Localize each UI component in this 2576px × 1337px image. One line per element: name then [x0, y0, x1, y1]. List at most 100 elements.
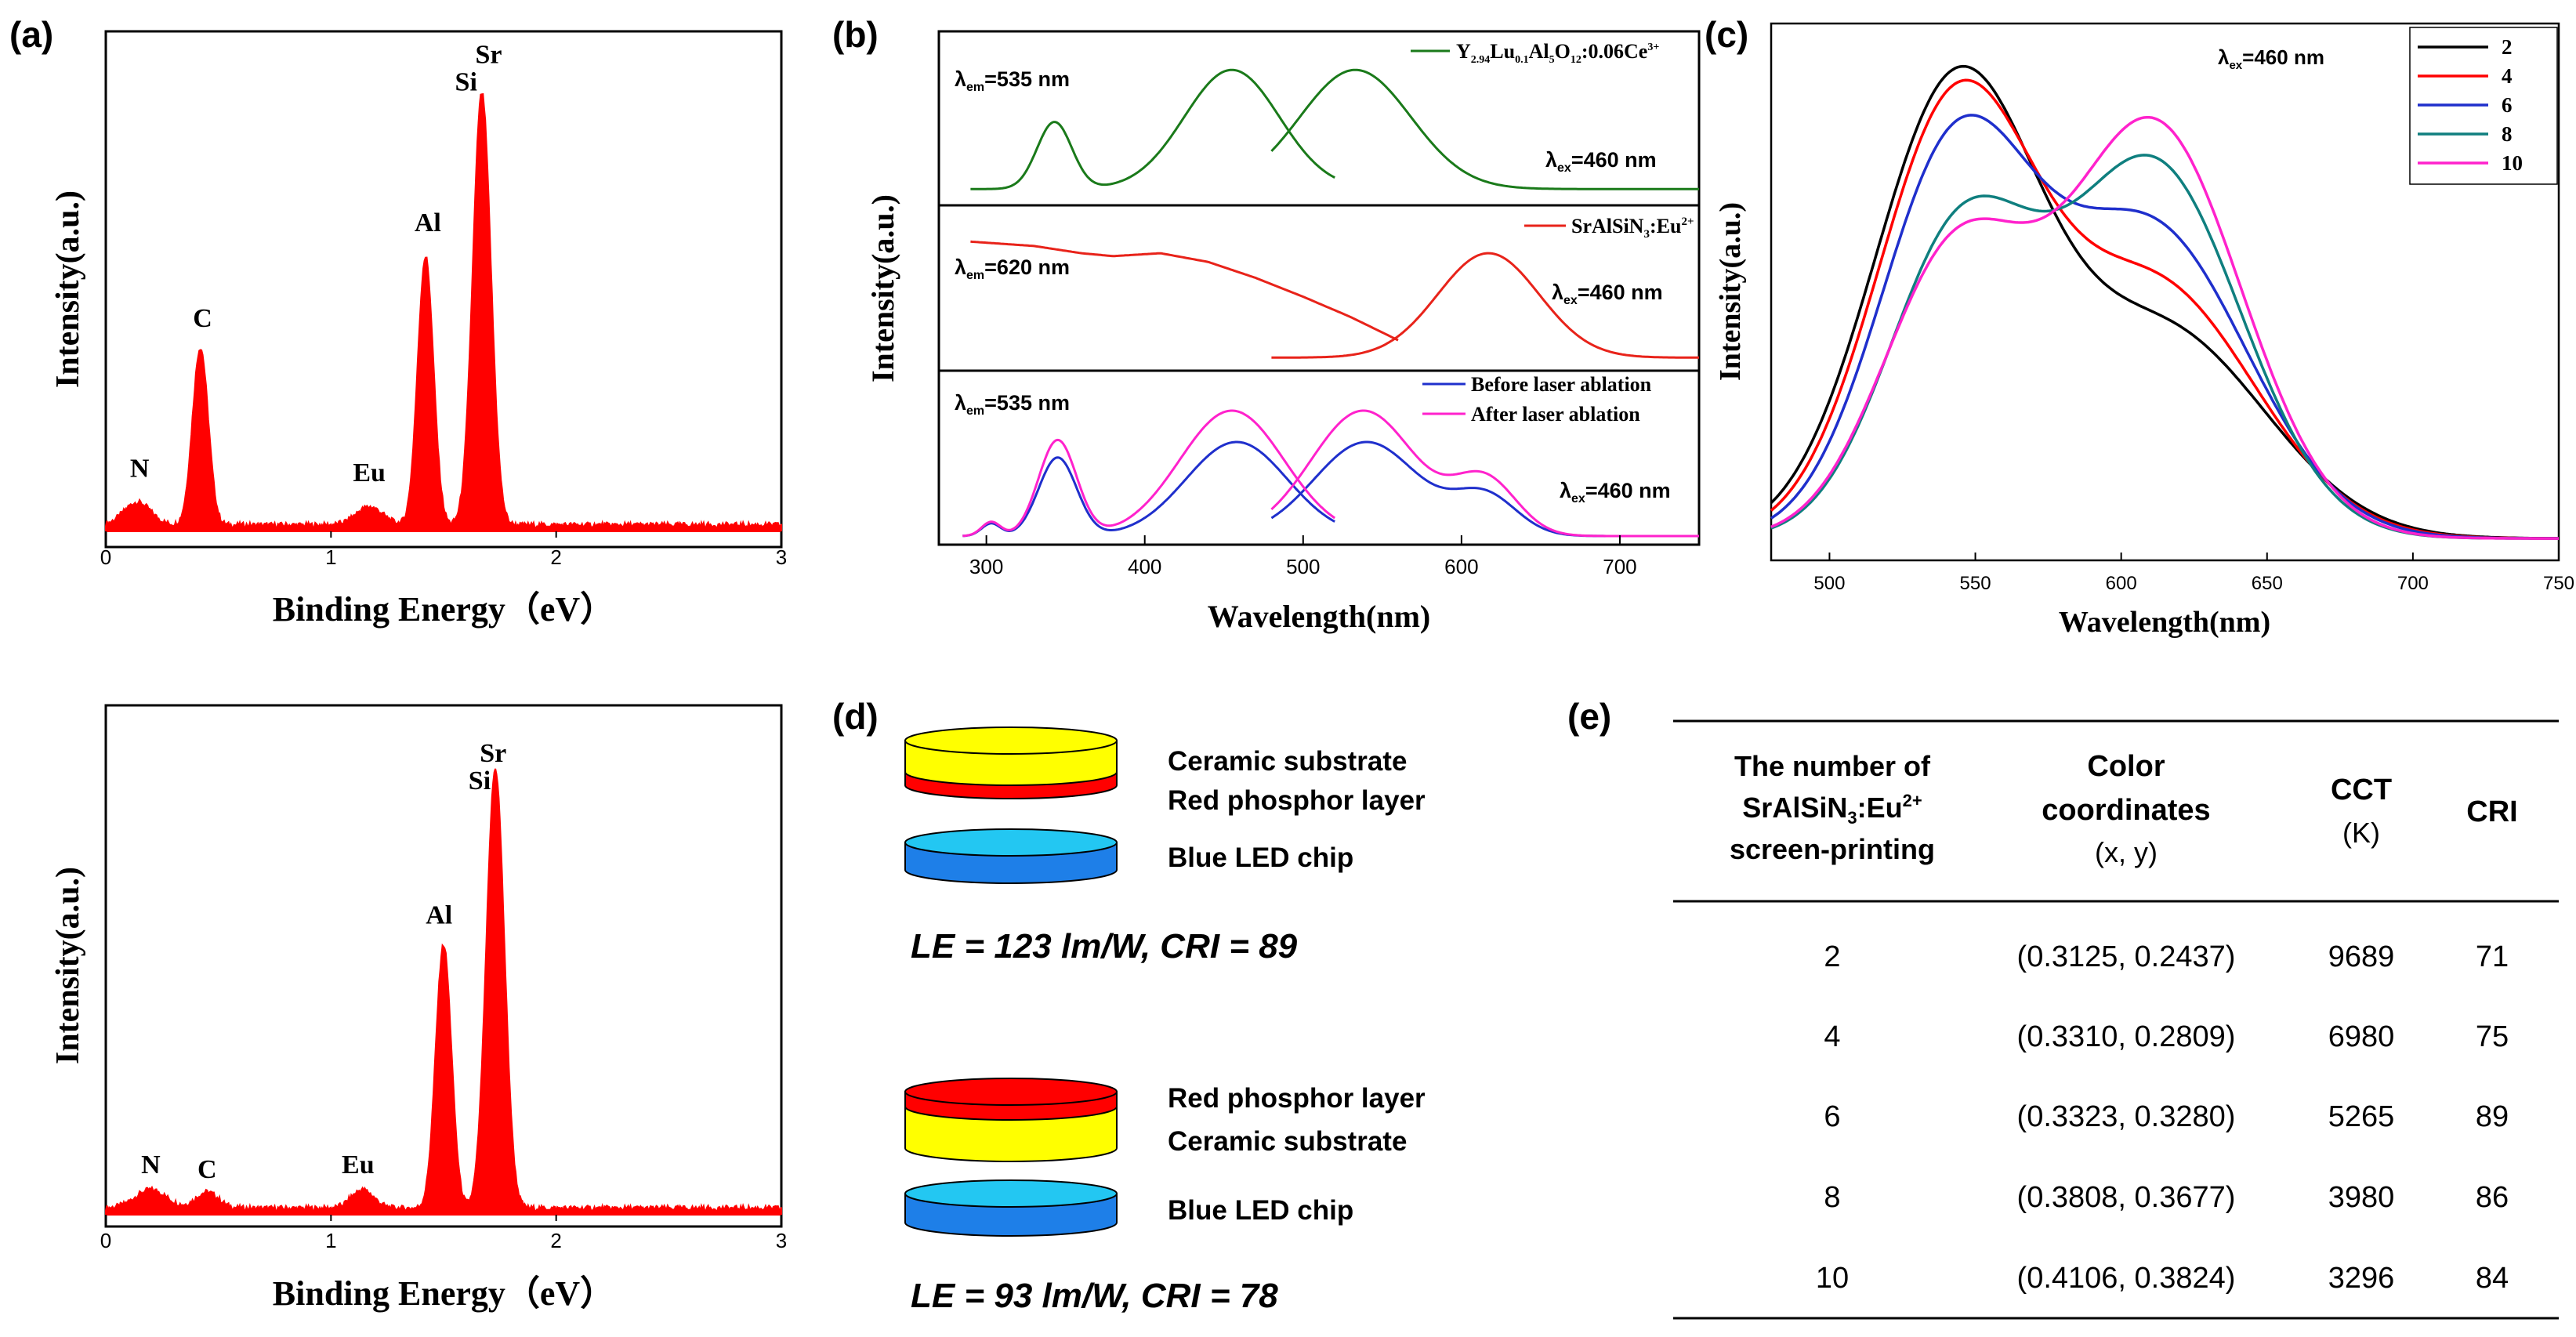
x-tick-label: 1	[325, 545, 336, 569]
x-tick-label: 400	[1128, 555, 1161, 578]
header-count-line2: SrAlSiN3:Eu2+	[1742, 791, 1922, 828]
label-em-620: λem=620 nm	[955, 255, 1070, 282]
x-tick-label: 700	[2397, 573, 2429, 594]
performance-result: LE = 93 lm/W, CRI = 78	[911, 1277, 1278, 1315]
peak-label: Sr	[475, 41, 502, 70]
cell-cct: 3980	[2328, 1181, 2395, 1214]
x-axis-label: Wavelength(nm)	[1208, 599, 1430, 634]
header-coord-line3: (x, y)	[2095, 836, 2158, 868]
x-tick-label: 700	[1603, 555, 1636, 578]
table-row: 4 (0.3310, 0.2809) 6980 75	[1824, 1020, 2509, 1053]
plot-frame	[937, 30, 1701, 546]
legend-after-ablation: After laser ablation	[1471, 403, 1640, 426]
x-tick-label: 0	[100, 545, 111, 569]
x-tick-label: 300	[969, 555, 1003, 578]
x-tick-label: 750	[2543, 573, 2574, 594]
plot-frame	[1770, 22, 2560, 562]
spectra-curves	[1770, 64, 2560, 540]
series-line	[1270, 409, 1699, 538]
peak-label: Si	[455, 67, 477, 96]
cell-count: 8	[1824, 1181, 1840, 1214]
x-axis-label: Binding Energy（eV）	[273, 1274, 614, 1313]
y-axis-label: Intensity(a.u.)	[50, 190, 86, 388]
legend-sralsin: SrAlSiN3:Eu2+	[1571, 215, 1694, 241]
x-axis-ticks: 300 400 500 600 700	[969, 535, 1637, 578]
x-tick-label: 550	[1960, 573, 1991, 594]
x-tick-label: 600	[1444, 555, 1478, 578]
x-tick-label: 500	[1286, 555, 1320, 578]
table-row: 8 (0.3808, 0.3677) 3980 86	[1824, 1181, 2509, 1214]
header-cct-unit: (K)	[2342, 817, 2380, 849]
header-cct: CCT	[2331, 774, 2392, 806]
x-axis-ticks: 500 550 600 650 700 750	[1813, 553, 2574, 594]
series-line	[962, 409, 1336, 538]
peak-label: Al	[426, 900, 452, 929]
plot-frame	[104, 30, 783, 549]
label-ex-460-bottom: λex=460 nm	[1560, 479, 1671, 505]
cell-cct: 9689	[2328, 940, 2395, 973]
config-stack-1: Ceramic substrate Red phosphor layer Blu…	[904, 726, 1426, 966]
x-axis-ticks: 0 1 2 3	[100, 531, 787, 569]
layer-label: Blue LED chip	[1168, 842, 1353, 873]
peak-label: C	[197, 1155, 217, 1184]
cell-cri: 89	[2476, 1100, 2509, 1133]
series-line	[1270, 68, 1699, 190]
header-count-line3: screen-printing	[1730, 833, 1935, 865]
header-coord-line1: Color	[2087, 750, 2165, 783]
y-axis-label: Intensity(a.u.)	[1714, 202, 1747, 381]
y-axis-label: Intensity(a.u.)	[50, 867, 86, 1064]
legend-yag: Y2.94Lu0.1Al5O12:0.06Ce3+	[1456, 40, 1659, 66]
panel-label-b: (b)	[832, 14, 879, 55]
label-ex-460: λex=460 nm	[2218, 45, 2324, 72]
x-tick-label: 3	[776, 1229, 787, 1252]
x-axis-ticks: 0 1 2 3	[100, 1215, 787, 1252]
cell-coord: (0.3125, 0.2437)	[2017, 940, 2236, 973]
panel-label-e: (e)	[1567, 696, 1611, 737]
x-tick-label: 1	[325, 1229, 336, 1252]
peak-label: Eu	[353, 458, 386, 487]
series-line	[970, 240, 1399, 342]
header-coord-line2: coordinates	[2042, 794, 2210, 827]
cell-cct: 6980	[2328, 1020, 2395, 1053]
table-row: 6 (0.3323, 0.3280) 5265 89	[1824, 1100, 2509, 1133]
table-body: 2 (0.3125, 0.2437) 9689 71 4 (0.3310, 0.…	[1816, 940, 2509, 1295]
x-axis-label: Wavelength(nm)	[2059, 606, 2270, 639]
panel-label-c: (c)	[1705, 14, 1748, 55]
cell-count: 4	[1824, 1020, 1840, 1053]
cell-coord: (0.3323, 0.3280)	[2017, 1100, 2236, 1133]
peak-label: Si	[469, 766, 491, 795]
x-tick-label: 650	[2252, 573, 2283, 594]
spectrum-area	[105, 768, 782, 1216]
label-em-535-top: λem=535 nm	[955, 67, 1070, 94]
series-line	[1770, 64, 2559, 540]
table-header: The number of SrAlSiN3:Eu2+ screen-print…	[1730, 750, 2518, 868]
panel-label-d: (d)	[832, 696, 879, 737]
layer-label: Red phosphor layer	[1168, 785, 1426, 816]
peak-label: N	[130, 454, 150, 483]
emission-spectra-vs-printing: 500 550 600 650 700 750 2 4 6 8 10 λex=460 nm Wav…	[1714, 22, 2574, 639]
x-tick-label: 600	[2106, 573, 2137, 594]
blue-chip-top	[904, 1179, 1118, 1208]
series-line	[962, 440, 1335, 538]
performance-table: The number of SrAlSiN3:Eu2+ screen-print…	[1673, 719, 2559, 1320]
legend-label: 4	[2502, 64, 2513, 88]
cell-cri: 71	[2476, 940, 2509, 973]
cell-cri: 84	[2476, 1262, 2509, 1295]
excitation-emission-spectra: 300 400 500 600 700 Y2.94Lu0.1Al5O12:0.06Ce3…	[865, 30, 1701, 634]
label-ex-460-mid: λex=460 nm	[1552, 281, 1663, 307]
cell-count: 2	[1824, 940, 1840, 973]
cell-coord: (0.3808, 0.3677)	[2017, 1181, 2236, 1214]
legend-label: 6	[2502, 93, 2513, 117]
layer-label: Red phosphor layer	[1168, 1083, 1426, 1114]
cell-coord: (0.3310, 0.2809)	[2017, 1020, 2236, 1053]
header-cri: CRI	[2466, 795, 2517, 828]
series-line	[1770, 115, 2559, 540]
cell-count: 6	[1824, 1100, 1840, 1133]
layer-label: Ceramic substrate	[1168, 746, 1407, 777]
series-line	[970, 68, 1335, 190]
cell-coord: (0.4106, 0.3824)	[2017, 1262, 2236, 1295]
